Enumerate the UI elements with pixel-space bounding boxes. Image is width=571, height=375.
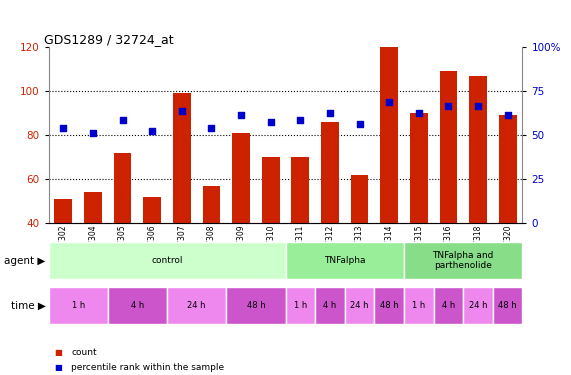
Point <box>207 125 216 131</box>
Point <box>296 117 305 123</box>
Text: percentile rank within the sample: percentile rank within the sample <box>71 363 224 372</box>
Point <box>385 99 394 105</box>
Bar <box>203 186 220 223</box>
Bar <box>262 157 280 223</box>
Point <box>503 112 512 118</box>
Bar <box>380 47 398 223</box>
Bar <box>114 153 131 223</box>
Point <box>266 119 275 125</box>
Bar <box>291 157 309 223</box>
Bar <box>286 287 315 324</box>
Bar <box>84 192 102 223</box>
Text: TNFalpha and
parthenolide: TNFalpha and parthenolide <box>433 251 494 270</box>
Bar <box>232 133 250 223</box>
Text: 4 h: 4 h <box>442 301 455 310</box>
Bar <box>410 113 428 223</box>
Bar <box>167 287 226 324</box>
Bar <box>173 93 191 223</box>
Point <box>89 130 98 136</box>
Bar <box>499 115 517 223</box>
Text: TNFalpha: TNFalpha <box>324 256 365 265</box>
Bar <box>315 287 345 324</box>
Bar <box>226 287 286 324</box>
Text: agent ▶: agent ▶ <box>5 256 46 266</box>
Bar <box>321 122 339 223</box>
Text: 48 h: 48 h <box>247 301 265 310</box>
Text: 24 h: 24 h <box>350 301 369 310</box>
Point <box>444 104 453 110</box>
Bar <box>463 287 493 324</box>
Point <box>325 110 335 116</box>
Text: 48 h: 48 h <box>498 301 517 310</box>
Point <box>177 108 186 114</box>
Text: ■: ■ <box>54 348 62 357</box>
Point <box>355 121 364 127</box>
Text: 48 h: 48 h <box>380 301 399 310</box>
Bar <box>493 287 522 324</box>
Point <box>59 125 68 131</box>
Text: 4 h: 4 h <box>131 301 144 310</box>
Text: 1 h: 1 h <box>293 301 307 310</box>
Text: 24 h: 24 h <box>187 301 206 310</box>
Bar <box>345 287 375 324</box>
Text: control: control <box>151 256 183 265</box>
Bar <box>351 175 368 223</box>
Text: 1 h: 1 h <box>71 301 85 310</box>
Bar <box>286 242 404 279</box>
Bar <box>404 287 433 324</box>
Point <box>236 112 246 118</box>
Point <box>118 117 127 123</box>
Text: time ▶: time ▶ <box>11 301 46 310</box>
Bar <box>469 75 487 223</box>
Text: 4 h: 4 h <box>323 301 336 310</box>
Bar <box>404 242 522 279</box>
Text: ■: ■ <box>54 363 62 372</box>
Bar <box>108 287 167 324</box>
Bar <box>54 199 73 223</box>
Text: GDS1289 / 32724_at: GDS1289 / 32724_at <box>44 33 174 46</box>
Point <box>473 104 482 110</box>
Point <box>148 128 157 134</box>
Bar <box>49 287 108 324</box>
Bar <box>433 287 463 324</box>
Point <box>414 110 423 116</box>
Text: 1 h: 1 h <box>412 301 425 310</box>
Text: count: count <box>71 348 97 357</box>
Bar <box>143 196 161 223</box>
Bar <box>440 71 457 223</box>
Bar <box>49 242 286 279</box>
Text: 24 h: 24 h <box>469 301 487 310</box>
Bar <box>375 287 404 324</box>
